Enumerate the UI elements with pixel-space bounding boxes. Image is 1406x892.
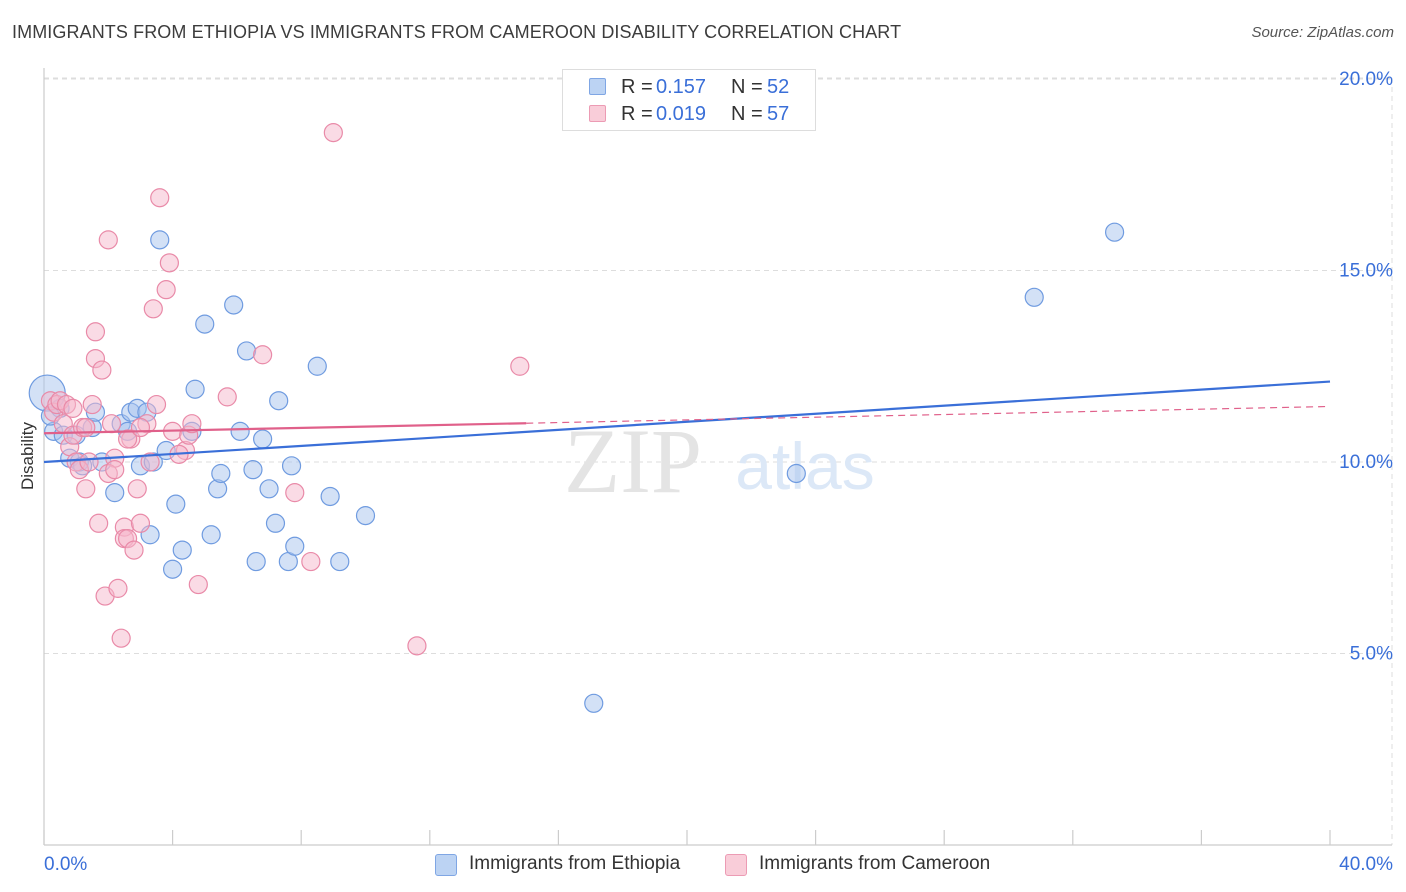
ethiopia-point <box>172 540 192 560</box>
trend-line-solid <box>43 422 527 435</box>
cameroon-swatch <box>589 105 606 122</box>
chart-title: IMMIGRANTS FROM ETHIOPIA VS IMMIGRANTS F… <box>12 22 902 42</box>
cameroon-point <box>188 574 208 595</box>
cameroon-point <box>79 452 99 472</box>
ethiopia-swatch <box>589 78 606 95</box>
cameroon-point <box>510 356 530 376</box>
ethiopia-point <box>320 486 340 507</box>
cameroon-point <box>150 188 170 208</box>
ethiopia-point <box>163 559 183 579</box>
cameroon-point <box>92 360 112 380</box>
ethiopia-point <box>246 551 266 572</box>
legend-n-label: N = <box>731 103 763 125</box>
cameroon-point <box>130 513 151 533</box>
ethiopia-point <box>211 463 231 484</box>
ethiopia-point <box>307 356 327 376</box>
cameroon-point <box>76 417 96 438</box>
legend-n-label: N = <box>731 76 763 98</box>
cameroon-point <box>156 280 176 300</box>
cameroon-point <box>323 123 343 143</box>
ethiopia-point <box>265 513 286 533</box>
cameroon-point <box>159 253 179 273</box>
ethiopia-point <box>243 460 263 480</box>
ethiopia-point <box>166 494 186 514</box>
ethiopia-point <box>285 536 305 556</box>
ethiopia-legend-label: Immigrants from Ethiopia <box>469 853 681 874</box>
trend-lines <box>43 380 1331 464</box>
ethiopia-point <box>105 483 125 503</box>
ethiopia-point <box>259 479 279 499</box>
cameroon-point <box>111 628 131 648</box>
ethiopia-point <box>236 341 257 361</box>
legend-ethiopia-n: 52 <box>767 76 790 98</box>
trend-line-dashed <box>526 405 1331 424</box>
tick-labels: 5.0% 10.0% 15.0% 20.0% 0.0% 40.0% <box>44 69 1393 875</box>
gridlines <box>44 77 1393 845</box>
cameroon-point <box>253 345 273 365</box>
cameroon-point <box>89 513 109 533</box>
axes <box>43 68 1392 846</box>
cameroon-point <box>124 540 144 560</box>
cameroon-point <box>182 414 202 434</box>
ethiopia-point <box>281 456 302 476</box>
cameroon-point <box>82 394 102 415</box>
cameroon-point <box>301 551 321 572</box>
cameroon-point <box>140 452 160 472</box>
watermark-atlas: atlas <box>735 429 874 503</box>
cameroon-point <box>285 483 305 503</box>
cameroon-point <box>117 429 138 449</box>
ethiopia-point <box>150 230 170 250</box>
cameroon-legend-label: Immigrants from Cameroon <box>759 853 991 874</box>
cameroon-point <box>76 479 96 499</box>
cameroon-point <box>146 394 167 415</box>
ethiopia-point <box>195 314 215 334</box>
ethiopia-point <box>201 525 221 545</box>
ethiopia-point <box>253 429 273 449</box>
ethiopia-point <box>786 463 806 484</box>
legend-r-label: R = <box>621 103 653 125</box>
y-axis-label: Disability <box>18 421 37 490</box>
cameroon-point <box>407 636 427 656</box>
cameroon-point <box>101 414 122 434</box>
ethiopia-point <box>330 551 350 572</box>
ethiopia-point <box>224 295 244 315</box>
legend-cameroon-n: 57 <box>767 103 790 125</box>
x-tick-label: 0.0% <box>44 854 87 875</box>
ethiopia-point <box>230 421 250 441</box>
cameroon-point <box>217 387 237 407</box>
cameroon-point <box>85 322 106 342</box>
legend-r-label: R = <box>621 76 653 98</box>
x-tick-label: 40.0% <box>1339 854 1393 875</box>
cameroon-point <box>143 299 163 319</box>
y-tick-label: 15.0% <box>1339 261 1393 282</box>
y-tick-label: 20.0% <box>1339 69 1393 90</box>
cameroon-point <box>98 230 118 250</box>
legend-ethiopia-r: 0.157 <box>656 76 707 98</box>
ethiopia-point <box>1104 222 1125 242</box>
correlation-legend: R = 0.157 N = 52 R = 0.019 N = 57 <box>562 69 816 131</box>
cameroon-point <box>105 460 125 480</box>
y-tick-label: 10.0% <box>1339 452 1393 473</box>
ethiopia-point <box>185 379 205 399</box>
legend-cameroon-r: 0.019 <box>656 103 707 125</box>
cameroon-legend-swatch <box>725 854 747 876</box>
cameroon-point <box>127 479 147 499</box>
data-points <box>28 123 1125 713</box>
ethiopia-point <box>584 693 604 713</box>
trend-line-solid <box>43 380 1331 464</box>
watermark: ZIP atlas <box>564 410 875 512</box>
ethiopia-point <box>1024 287 1044 307</box>
cameroon-point <box>108 578 128 598</box>
ethiopia-legend-swatch <box>435 854 457 876</box>
cameroon-point <box>63 398 83 418</box>
ethiopia-point <box>269 391 289 411</box>
cameroon-point <box>130 417 151 438</box>
y-tick-label: 5.0% <box>1350 644 1393 665</box>
source-label: Source: ZipAtlas.com <box>1251 24 1394 41</box>
ethiopia-point <box>355 506 376 526</box>
